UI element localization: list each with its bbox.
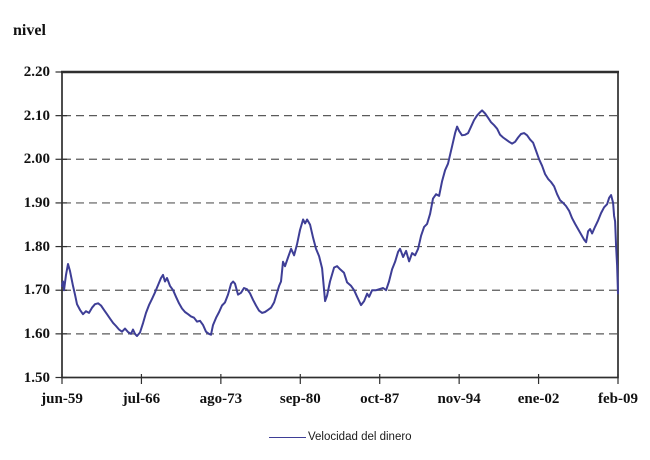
y-tick-label: 2.10 bbox=[23, 107, 50, 124]
x-tick-label: feb-09 bbox=[598, 391, 638, 407]
legend-label: Velocidad del dinero bbox=[308, 431, 412, 443]
y-tick-label: 1.60 bbox=[23, 325, 50, 342]
x-tick-label: nov-94 bbox=[437, 391, 481, 407]
x-tick-label: oct-87 bbox=[360, 391, 400, 407]
y-tick-label: 2.20 bbox=[23, 64, 50, 80]
series-line-velocidad-del-dinero bbox=[61, 109, 619, 337]
legend: Velocidad del dinero bbox=[269, 431, 412, 443]
plot-border bbox=[61, 71, 619, 379]
y-tick-label: 1.50 bbox=[23, 369, 50, 386]
y-tick-label: 2.00 bbox=[23, 151, 50, 168]
x-tick-label: ene-02 bbox=[517, 391, 560, 407]
x-tick-label: ago-73 bbox=[199, 391, 243, 407]
y-tick-label: 1.80 bbox=[23, 238, 50, 255]
y-tick-label: 1.70 bbox=[23, 282, 50, 299]
x-tick-label: sep-80 bbox=[279, 391, 321, 407]
x-tick-label: jul-66 bbox=[122, 391, 161, 407]
y-tick-label: 1.90 bbox=[23, 194, 50, 211]
y-axis-unit-label: nivel bbox=[13, 22, 46, 39]
legend-line-sample bbox=[269, 436, 306, 438]
x-tick-label: jun-59 bbox=[41, 391, 83, 407]
